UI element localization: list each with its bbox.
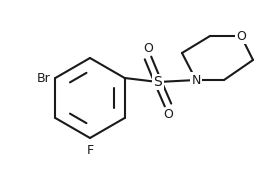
Text: O: O: [143, 42, 153, 55]
Text: F: F: [86, 144, 94, 157]
Text: O: O: [163, 108, 173, 121]
Text: Br: Br: [37, 72, 50, 84]
Text: S: S: [154, 75, 162, 89]
Text: O: O: [236, 30, 246, 42]
Text: N: N: [191, 73, 201, 87]
